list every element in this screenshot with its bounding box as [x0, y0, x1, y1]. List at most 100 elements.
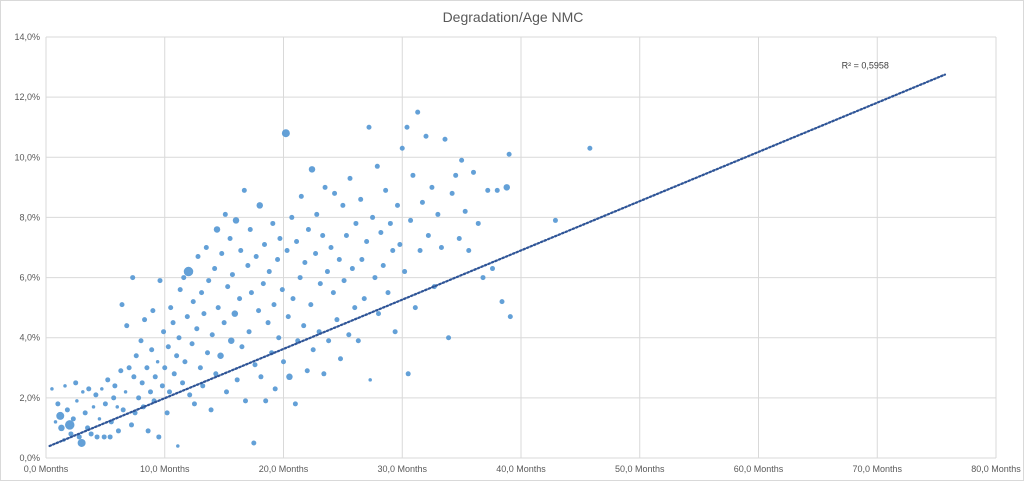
data-point	[359, 257, 365, 263]
data-point	[251, 440, 257, 446]
x-tick-label: 70,0 Months	[852, 464, 902, 474]
data-point	[380, 263, 386, 269]
data-point	[82, 410, 88, 416]
data-point	[260, 281, 266, 287]
data-point	[65, 420, 75, 430]
data-point	[203, 245, 209, 250]
data-point	[446, 335, 452, 341]
data-point	[64, 407, 70, 413]
data-point	[86, 386, 92, 392]
data-point	[552, 217, 558, 223]
data-point	[234, 377, 240, 383]
data-point	[215, 305, 221, 311]
data-point	[209, 332, 215, 338]
data-point	[55, 401, 61, 407]
r-squared-label: R² = 0,5958	[842, 61, 889, 71]
data-point	[241, 187, 247, 193]
data-point	[174, 353, 180, 359]
data-point	[308, 302, 314, 308]
data-point	[364, 238, 370, 244]
data-point	[285, 314, 291, 320]
data-point	[159, 383, 165, 389]
data-point	[485, 187, 491, 193]
y-tick-label: 6,0%	[19, 273, 40, 283]
data-point	[189, 341, 195, 347]
data-point	[358, 196, 364, 202]
data-point	[208, 407, 214, 413]
data-points	[50, 109, 593, 448]
data-point	[170, 320, 176, 326]
data-point	[139, 380, 145, 386]
data-point	[221, 320, 227, 326]
data-point	[372, 275, 378, 281]
data-point	[112, 383, 118, 389]
data-point	[490, 266, 495, 272]
data-point	[271, 302, 277, 308]
x-tick-label: 20,0 Months	[259, 464, 309, 474]
data-point	[297, 275, 303, 281]
data-point	[294, 238, 300, 244]
data-point	[107, 434, 113, 440]
trendline-group: R² = 0,5958	[48, 61, 947, 448]
data-point	[63, 384, 67, 388]
data-point	[97, 417, 102, 421]
data-point	[349, 266, 355, 272]
data-point	[138, 338, 144, 344]
y-tick-label: 8,0%	[19, 212, 40, 222]
data-point	[252, 362, 258, 368]
data-point	[229, 272, 235, 278]
data-point	[387, 220, 393, 226]
data-point	[227, 235, 233, 241]
data-point	[475, 220, 481, 226]
y-tick-label: 0,0%	[19, 453, 40, 463]
data-point	[165, 344, 171, 350]
data-point	[237, 296, 243, 302]
data-point	[217, 352, 224, 360]
data-point	[256, 308, 262, 314]
data-point	[119, 302, 125, 308]
data-point	[275, 257, 281, 263]
data-point	[243, 398, 248, 404]
data-point	[392, 329, 398, 335]
data-point	[376, 311, 381, 317]
data-point	[417, 248, 423, 254]
data-point	[228, 337, 235, 344]
trendline	[48, 73, 947, 448]
data-point	[370, 214, 376, 220]
data-point	[266, 269, 272, 275]
data-point	[480, 275, 486, 281]
x-tick-label: 60,0 Months	[734, 464, 784, 474]
data-point	[343, 232, 349, 238]
data-point	[313, 251, 319, 257]
data-point	[265, 320, 271, 326]
data-point	[347, 175, 353, 181]
data-point	[320, 232, 326, 238]
data-point	[304, 368, 310, 374]
data-point	[180, 380, 186, 386]
data-point	[404, 124, 410, 130]
data-point	[120, 407, 126, 413]
data-point	[408, 217, 414, 223]
data-point	[385, 290, 391, 296]
data-point	[368, 378, 372, 382]
data-point	[499, 299, 505, 305]
data-point	[435, 211, 441, 217]
data-point	[442, 136, 448, 142]
data-point	[459, 157, 465, 163]
data-point	[232, 217, 240, 224]
data-point	[182, 359, 188, 365]
data-point	[262, 241, 267, 247]
data-point	[76, 434, 82, 440]
data-point	[142, 317, 148, 323]
data-point	[355, 338, 361, 344]
data-point	[145, 428, 151, 434]
data-point	[131, 374, 137, 380]
data-point	[68, 431, 74, 437]
data-point	[205, 350, 210, 356]
data-point	[168, 305, 174, 311]
data-point	[305, 226, 311, 232]
data-point	[201, 311, 207, 317]
x-tick-label: 10,0 Months	[140, 464, 190, 474]
data-point	[73, 380, 79, 386]
